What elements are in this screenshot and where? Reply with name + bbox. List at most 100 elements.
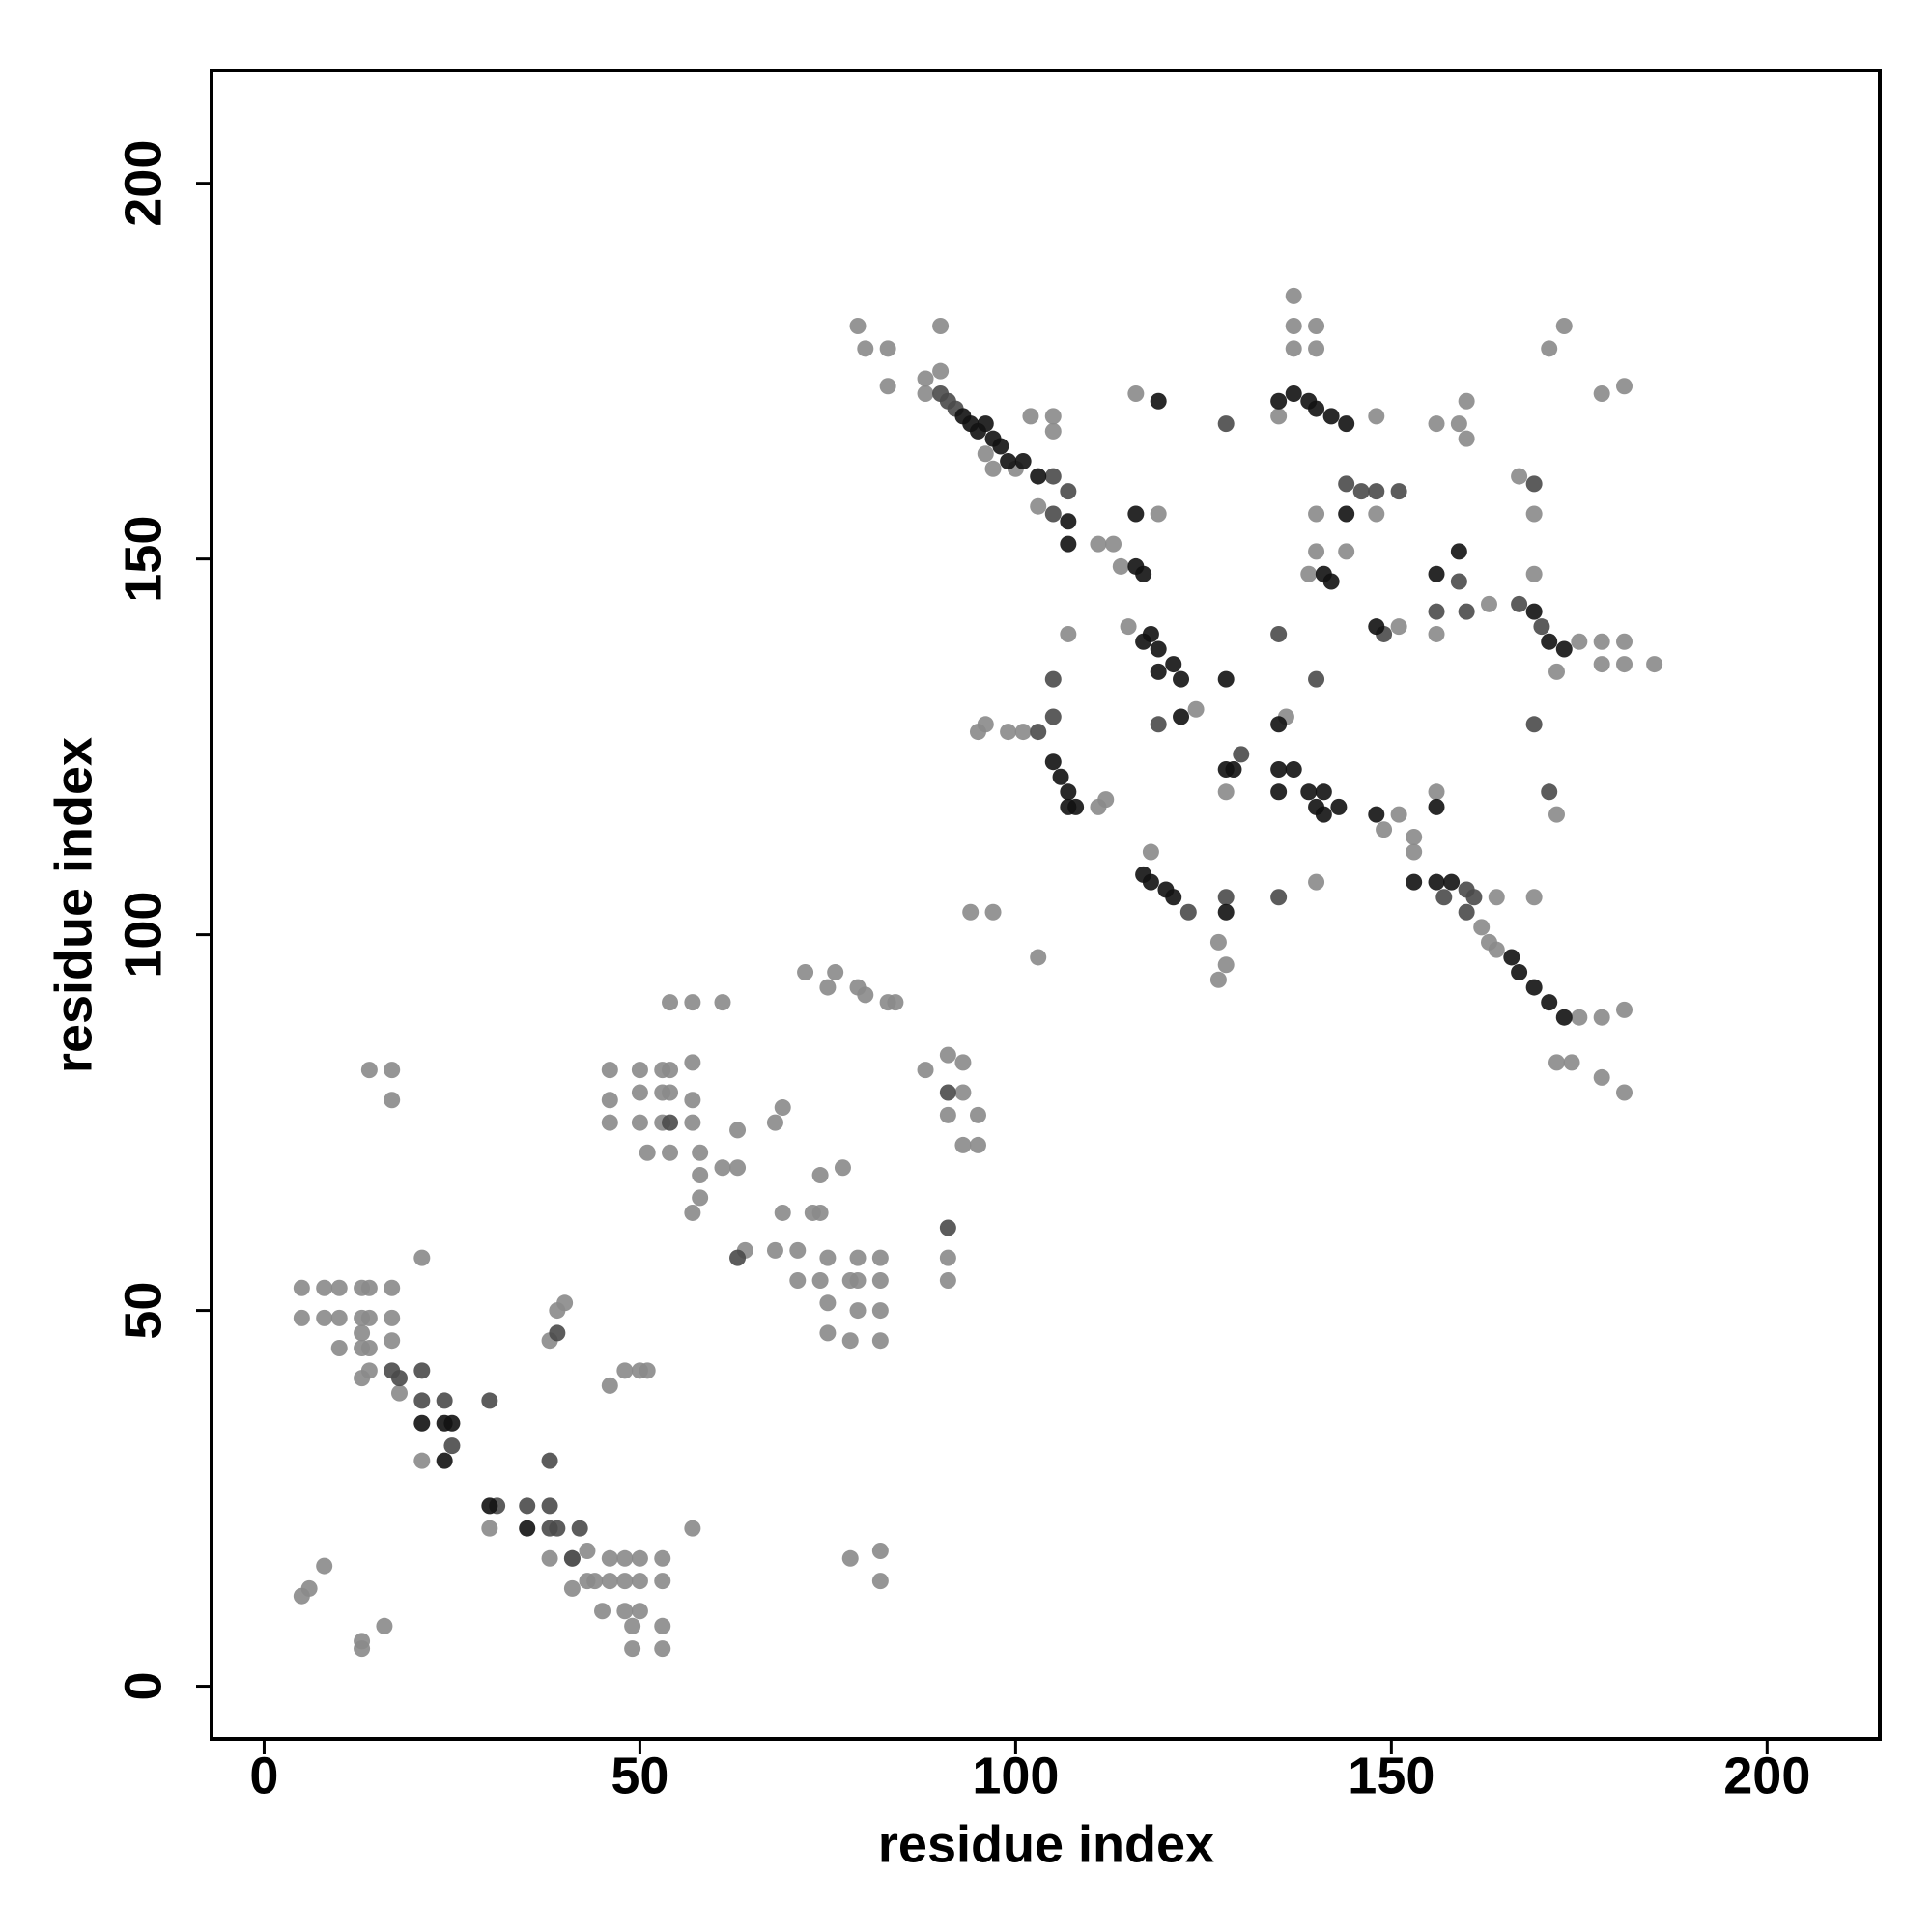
contact-point [1338,543,1355,560]
contact-point [1338,505,1355,523]
contact-point [1541,633,1558,650]
contact-point [1525,889,1543,906]
contact-point [316,1309,333,1326]
contact-point [1525,716,1543,733]
contact-point [1488,941,1505,958]
contact-point [954,1054,972,1071]
contact-point [1270,783,1288,801]
contact-point [1165,889,1182,906]
contact-point [1285,760,1302,778]
contact-point [616,1573,634,1590]
x-tick-label: 200 [1723,1747,1810,1804]
contact-point [1428,565,1445,582]
contact-point [1030,949,1047,966]
contact-point [1044,708,1062,725]
contact-point [1060,513,1077,530]
contact-point [1217,783,1235,801]
contact-point [714,1159,731,1177]
contact-point [1646,656,1663,673]
contact-point [1548,806,1565,823]
contact-point [819,1249,837,1266]
contact-point [1014,453,1032,470]
contact-point [1270,625,1288,642]
contact-point [519,1497,536,1515]
contact-point [1044,468,1062,485]
contact-point [684,994,701,1011]
contact-point [579,1543,596,1560]
contact-point [962,903,980,921]
y-tick-label: 0 [114,1672,172,1701]
contact-point [1616,633,1634,650]
contact-point [1406,828,1423,845]
contact-point [1000,453,1017,470]
contact-point [601,1062,618,1079]
contact-point [774,1099,791,1117]
contact-point [1450,543,1467,560]
contact-point [354,1324,371,1342]
contact-point [662,1084,679,1101]
contact-point [413,1414,431,1432]
contact-point [1308,317,1325,334]
contact-point [1525,505,1543,523]
contact-point [1503,949,1520,966]
contact-point [857,340,874,357]
contact-point [1285,317,1302,334]
contact-point [1270,889,1288,906]
contact-point [1209,971,1227,988]
x-axis-title: residue index [878,1815,1214,1873]
contact-point [939,1271,956,1289]
contact-point [1428,415,1445,433]
contact-point [662,1062,679,1079]
contact-point [1217,889,1235,906]
contact-point [857,986,874,1004]
contact-point [1525,475,1543,493]
contact-point [984,903,1002,921]
contact-point [1525,565,1543,582]
contact-point [631,1114,648,1131]
contact-point [1150,505,1167,523]
contact-point [1458,903,1475,921]
contact-point [939,1046,956,1064]
contact-point [549,1520,566,1537]
contact-point [360,1279,378,1296]
contact-point [939,1084,956,1101]
contact-point [1480,595,1497,612]
contact-point [1450,415,1467,433]
contact-point [330,1279,348,1296]
contact-point [849,1249,867,1266]
contact-point [811,1271,829,1289]
contact-point [1217,903,1235,921]
contact-point [1233,746,1250,763]
contact-point [384,1309,401,1326]
contact-point [654,1549,671,1567]
contact-point [1525,979,1543,996]
contact-point [413,1392,431,1409]
contact-point [293,1279,310,1296]
contact-point [1338,475,1355,493]
contact-point [1428,873,1445,891]
contact-point [984,460,1002,477]
contact-point [1112,557,1129,575]
contact-point [1030,468,1047,485]
contact-point [1322,573,1340,590]
contact-point [1571,633,1588,650]
contact-point [1406,843,1423,861]
x-tick-label: 50 [611,1747,668,1804]
contact-point [390,1384,408,1402]
contact-point [1150,640,1167,658]
contact-point [1511,468,1528,485]
contact-point [939,1219,956,1236]
contact-point [481,1520,498,1537]
contact-point [631,1549,648,1567]
contact-point [849,317,867,334]
contact-point [1300,565,1318,582]
contact-point [1060,798,1077,815]
contact-point [360,1309,378,1326]
contact-point [1308,400,1325,417]
contact-point [841,1332,859,1350]
contact-point [541,1549,558,1567]
contact-point [1428,625,1445,642]
contact-point [443,1437,461,1455]
contact-point [1315,806,1332,823]
